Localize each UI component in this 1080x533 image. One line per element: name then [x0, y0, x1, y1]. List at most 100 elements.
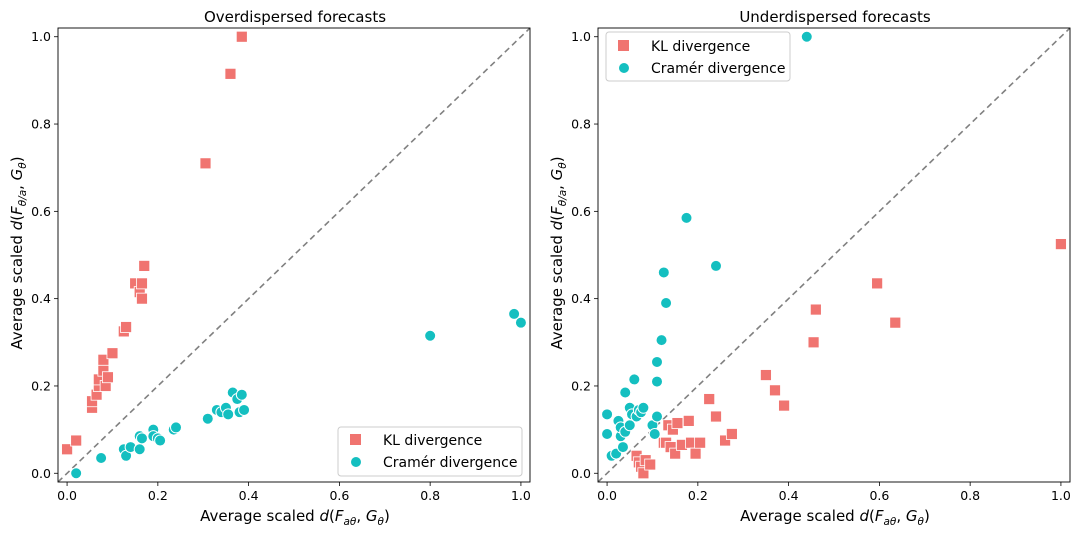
cramer-point [628, 373, 641, 386]
kl-point [807, 336, 820, 349]
x-tick-label: 0.2 [688, 488, 708, 503]
cramer-point [680, 211, 693, 224]
x-axis-label-underdispersed: Average scaled d(Faθ, Gθ) [740, 507, 930, 528]
cramer-point [154, 434, 167, 447]
x-axis-label-overdispersed: Average scaled d(Faθ, Gθ) [200, 507, 390, 528]
y-tick-label: 0.0 [571, 466, 591, 481]
cramer-point [238, 403, 251, 416]
legend-label-cramer: Cramér divergence [651, 61, 785, 77]
x-tick-label: 0.4 [239, 488, 259, 503]
panel-underdispersed: Underdispersed forecasts Average scaled … [548, 8, 1071, 528]
kl-point [689, 447, 702, 460]
plot-area-underdispersed: 0.0 0.2 0.4 0.6 0.8 1.0 0.0 0.2 0.4 0.6 0.8 1.0 [571, 27, 1071, 503]
cramer-point [508, 307, 521, 320]
x-tick-label: 0.8 [420, 488, 440, 503]
legend-marker-kl [618, 40, 629, 51]
cramer-point [222, 408, 235, 421]
kl-point [102, 371, 114, 384]
cramer-point [800, 30, 813, 43]
kl-point [889, 316, 902, 329]
cramer-point [655, 334, 668, 347]
legend-marker-cramer [618, 62, 630, 74]
cramer-point [637, 401, 650, 414]
legend-label-cramer: Cramér divergence [383, 455, 517, 471]
kl-point [120, 321, 132, 333]
kl-point [809, 303, 822, 316]
chart-title-overdispersed: Overdispersed forecasts [204, 8, 386, 26]
x-tick-label: 0.6 [329, 488, 349, 503]
kl-point [138, 260, 151, 272]
cramer-point [660, 297, 673, 310]
x-tick-label: 0.0 [597, 488, 617, 503]
kl-point [136, 277, 148, 290]
cramer-point [235, 388, 248, 401]
y-tick-label: 0.6 [31, 204, 51, 219]
y-tick-label: 0.0 [31, 466, 51, 481]
reference-diagonal-line [598, 28, 1070, 482]
kl-point [719, 434, 731, 447]
kl-point [106, 347, 119, 360]
cramer-point [616, 441, 629, 454]
cramer-point [201, 412, 214, 425]
cramer-point [170, 421, 182, 434]
kl-point [694, 436, 707, 449]
cramer-point [601, 408, 614, 421]
legend-marker-cramer [350, 456, 362, 468]
y-tick-label: 1.0 [571, 29, 591, 44]
reference-diagonal-line [58, 28, 530, 482]
kl-point [671, 417, 684, 429]
cramer-point [424, 329, 437, 342]
cramer-point [95, 451, 108, 464]
x-tick-label: 0.0 [57, 488, 77, 503]
kl-point [199, 157, 212, 170]
kl-point [760, 369, 772, 381]
kl-point [224, 67, 237, 80]
kl-point [644, 458, 657, 471]
cramer-point [70, 467, 83, 480]
axes-frame [57, 27, 531, 483]
kl-point [235, 30, 248, 43]
kl-point [703, 393, 716, 405]
legend-underdispersed: KL divergence Cramér divergence [605, 31, 791, 82]
kl-point [70, 434, 83, 447]
x-tick-label: 1.0 [511, 488, 531, 503]
kl-point [136, 292, 148, 305]
cramer-point [651, 410, 663, 423]
y-tick-label: 0.4 [571, 291, 591, 306]
x-tick-label: 0.2 [148, 488, 168, 503]
cramer-point [619, 386, 632, 399]
legend-label-kl: KL divergence [383, 433, 482, 449]
panel-overdispersed: Overdispersed forecasts Average scaled d… [8, 8, 531, 528]
legend-label-kl: KL divergence [651, 39, 750, 55]
kl-point [871, 277, 884, 290]
x-tick-label: 0.8 [960, 488, 980, 503]
y-axis-label-underdispersed: Average scaled d(Fθ/a, Gθ) [548, 156, 569, 349]
cramer-point [133, 443, 146, 456]
legend-marker-kl [350, 434, 361, 445]
kl-point [682, 414, 695, 427]
cramer-point [648, 427, 661, 440]
kl-point [97, 353, 110, 366]
kl-point [710, 410, 722, 423]
kl-point [61, 443, 73, 456]
kl-point [637, 467, 650, 480]
y-tick-label: 0.8 [571, 117, 591, 132]
kl-point [1055, 238, 1067, 250]
axes-frame [597, 27, 1071, 483]
y-tick-label: 0.8 [31, 117, 51, 132]
x-tick-label: 0.4 [779, 488, 799, 503]
y-axis-label-overdispersed: Average scaled d(Fθ/a, Gθ) [8, 156, 29, 349]
legend-overdispersed: KL divergence Cramér divergence [337, 426, 523, 477]
y-tick-label: 0.6 [571, 204, 591, 219]
y-tick-label: 0.4 [31, 291, 51, 306]
cramer-point [651, 375, 663, 388]
y-tick-label: 0.2 [571, 378, 591, 393]
cramer-point [514, 316, 527, 329]
kl-point [769, 384, 781, 397]
cramer-point [710, 259, 722, 272]
cramer-point [601, 427, 614, 440]
kl-point [725, 428, 738, 440]
kl-point [669, 447, 682, 460]
cramer-point [657, 266, 670, 279]
